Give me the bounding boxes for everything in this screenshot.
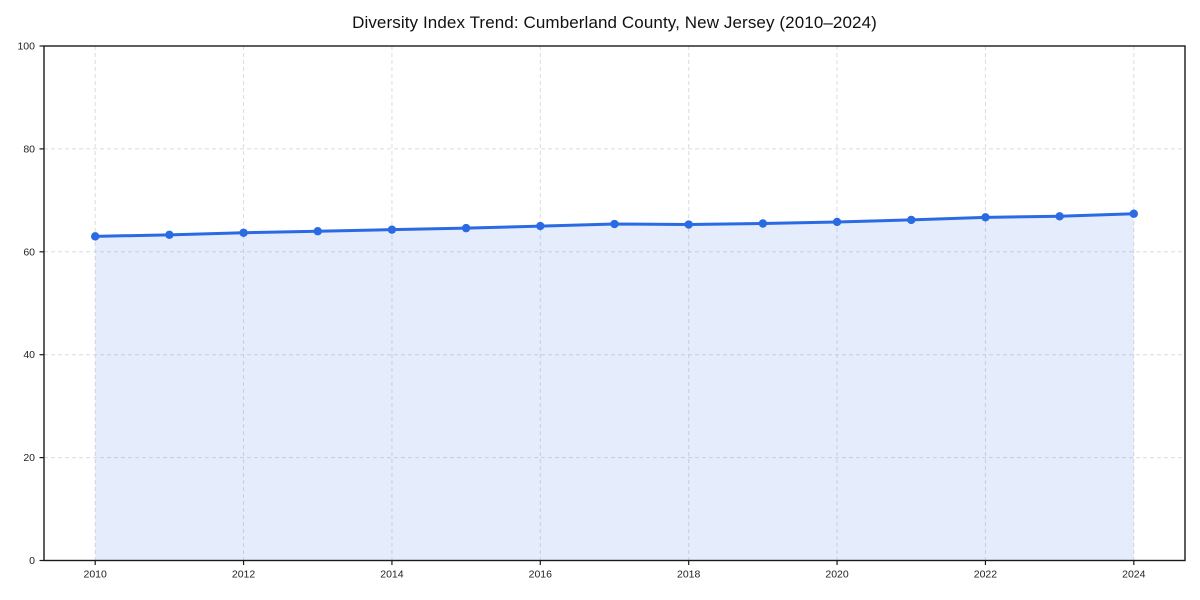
x-tick-label: 2012 [232,569,256,581]
y-tick-label: 100 [17,41,35,53]
chart-title: Diversity Index Trend: Cumberland County… [352,13,877,32]
data-point [684,220,693,229]
data-point [758,219,768,228]
data-point [981,213,990,222]
data-point [387,225,397,234]
data-point [165,230,174,240]
x-tick-label: 2014 [380,569,404,581]
y-tick-label: 80 [23,143,35,155]
data-point [610,219,619,229]
x-tick-label: 2020 [825,569,849,581]
data-point [1055,212,1064,221]
data-point [239,228,248,237]
y-tick-label: 40 [23,349,35,361]
plot-border [43,45,1186,562]
y-tick-label: 20 [23,452,35,464]
data-point [1129,209,1139,218]
x-tick-label: 2022 [974,569,998,581]
data-point [536,221,545,231]
data-point [907,215,916,225]
data-point [313,227,322,236]
data-point [461,223,471,233]
area-fill [95,213,1134,561]
y-tick-label: 60 [23,246,35,258]
x-tick-label: 2016 [529,569,553,581]
x-tick-label: 2018 [677,569,701,581]
data-point [832,217,842,227]
x-tick-label: 2024 [1122,569,1146,581]
x-tick-label: 2010 [84,569,108,581]
data-point [90,232,100,241]
y-tick-label: 0 [29,555,35,567]
